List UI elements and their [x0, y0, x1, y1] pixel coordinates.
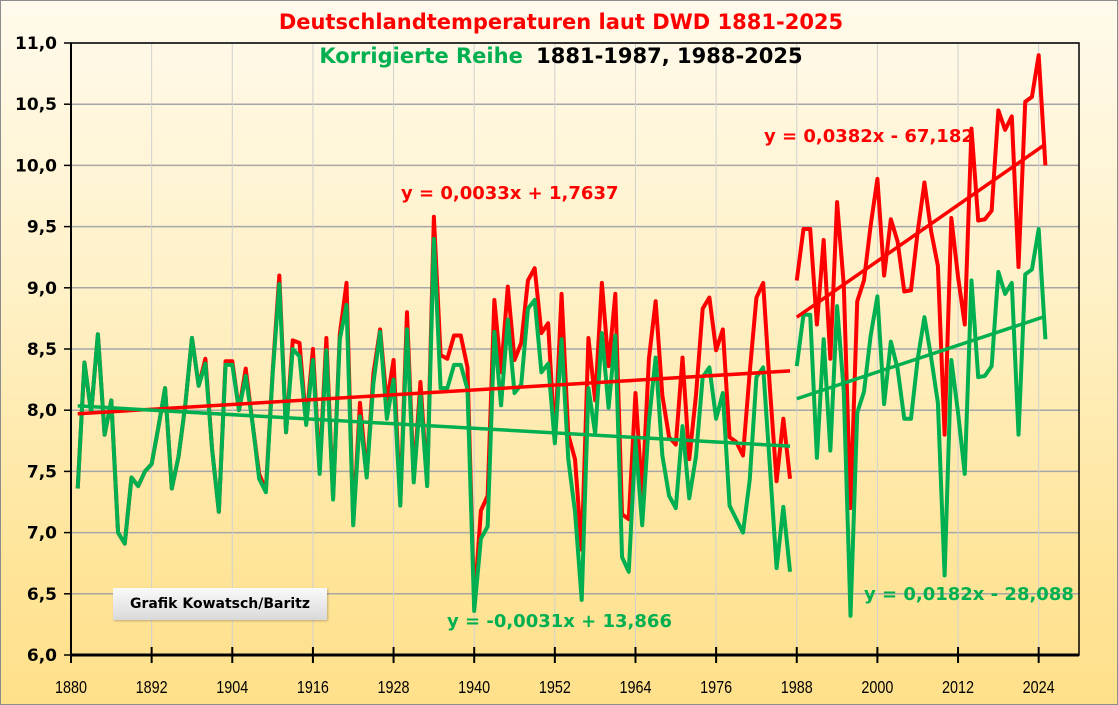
chart-subtitle: Korrigierte Reihe 1881-1987, 1988-2025	[319, 44, 802, 68]
x-tick-labels: 1880 1892 1904 1916 1928 1940 1952 1964 1976 1988…	[55, 678, 1055, 698]
y-tick-label: 9,0	[27, 279, 57, 299]
y-tick-label: 8,0	[27, 401, 57, 421]
trend-equation-korrigiert-1881-1987: y = -0,0031x + 13,866	[447, 611, 672, 632]
trend-line-1	[77, 404, 791, 448]
x-tick-label: 1976	[700, 678, 732, 698]
trend-lines	[77, 142, 1047, 448]
y-tick-label: 7,5	[27, 462, 57, 482]
x-tick-label: 1988	[781, 678, 813, 698]
x-tick-label: 2012	[942, 678, 974, 698]
trend-line-2	[795, 142, 1047, 319]
y-tick-labels: 6,0 6,5 7,0 7,5 8,0 8,5 9,0 9,5 10,0 10,5 11,0	[15, 34, 57, 666]
subtitle-black: 1881-1987, 1988-2025	[536, 44, 803, 68]
subtitle-green: Korrigierte Reihe	[319, 44, 522, 68]
chart-title: Deutschlandtemperaturen laut DWD 1881-20…	[279, 10, 843, 34]
y-tick-label: 7,0	[27, 524, 57, 544]
trend-equation-korrigiert-1988-2025: y = 0,0182x - 28,088	[864, 584, 1074, 605]
y-tick-label: 6,0	[27, 646, 57, 666]
trend-line-3	[796, 314, 1046, 401]
x-tick-label: 1904	[216, 678, 248, 698]
x-tick-label: 1964	[619, 678, 651, 698]
x-tick-label: 1916	[297, 678, 329, 698]
x-tick-label: 2024	[1023, 678, 1055, 698]
x-tick-label: 2000	[861, 678, 893, 698]
korrigiert-series-line-1988	[794, 227, 1048, 618]
x-tick-label: 1928	[378, 678, 410, 698]
y-tick-label: 10,0	[15, 156, 57, 176]
y-tick-label: 10,5	[15, 95, 57, 115]
y-tick-label: 8,5	[27, 340, 57, 360]
korrigiert-series-line-1881	[75, 236, 793, 613]
y-tick-label: 6,5	[27, 585, 57, 605]
credit-label: Grafik Kowatsch/Baritz	[113, 588, 327, 620]
axes	[64, 42, 1080, 663]
trend-line-0	[77, 369, 791, 416]
trend-equation-dwd-1881-1987: y = 0,0033x + 1,7637	[401, 183, 619, 204]
x-tick-label: 1952	[539, 678, 571, 698]
y-tick-label: 11,0	[15, 34, 57, 54]
trend-equation-dwd-1988-2025: y = 0,0382x - 67,182	[764, 126, 974, 147]
x-tick-label: 1880	[55, 678, 87, 698]
dwd-series-line-1988	[794, 53, 1048, 511]
x-tick-label: 1940	[458, 678, 490, 698]
y-tick-label: 9,5	[27, 218, 57, 238]
x-tick-label: 1892	[136, 678, 168, 698]
